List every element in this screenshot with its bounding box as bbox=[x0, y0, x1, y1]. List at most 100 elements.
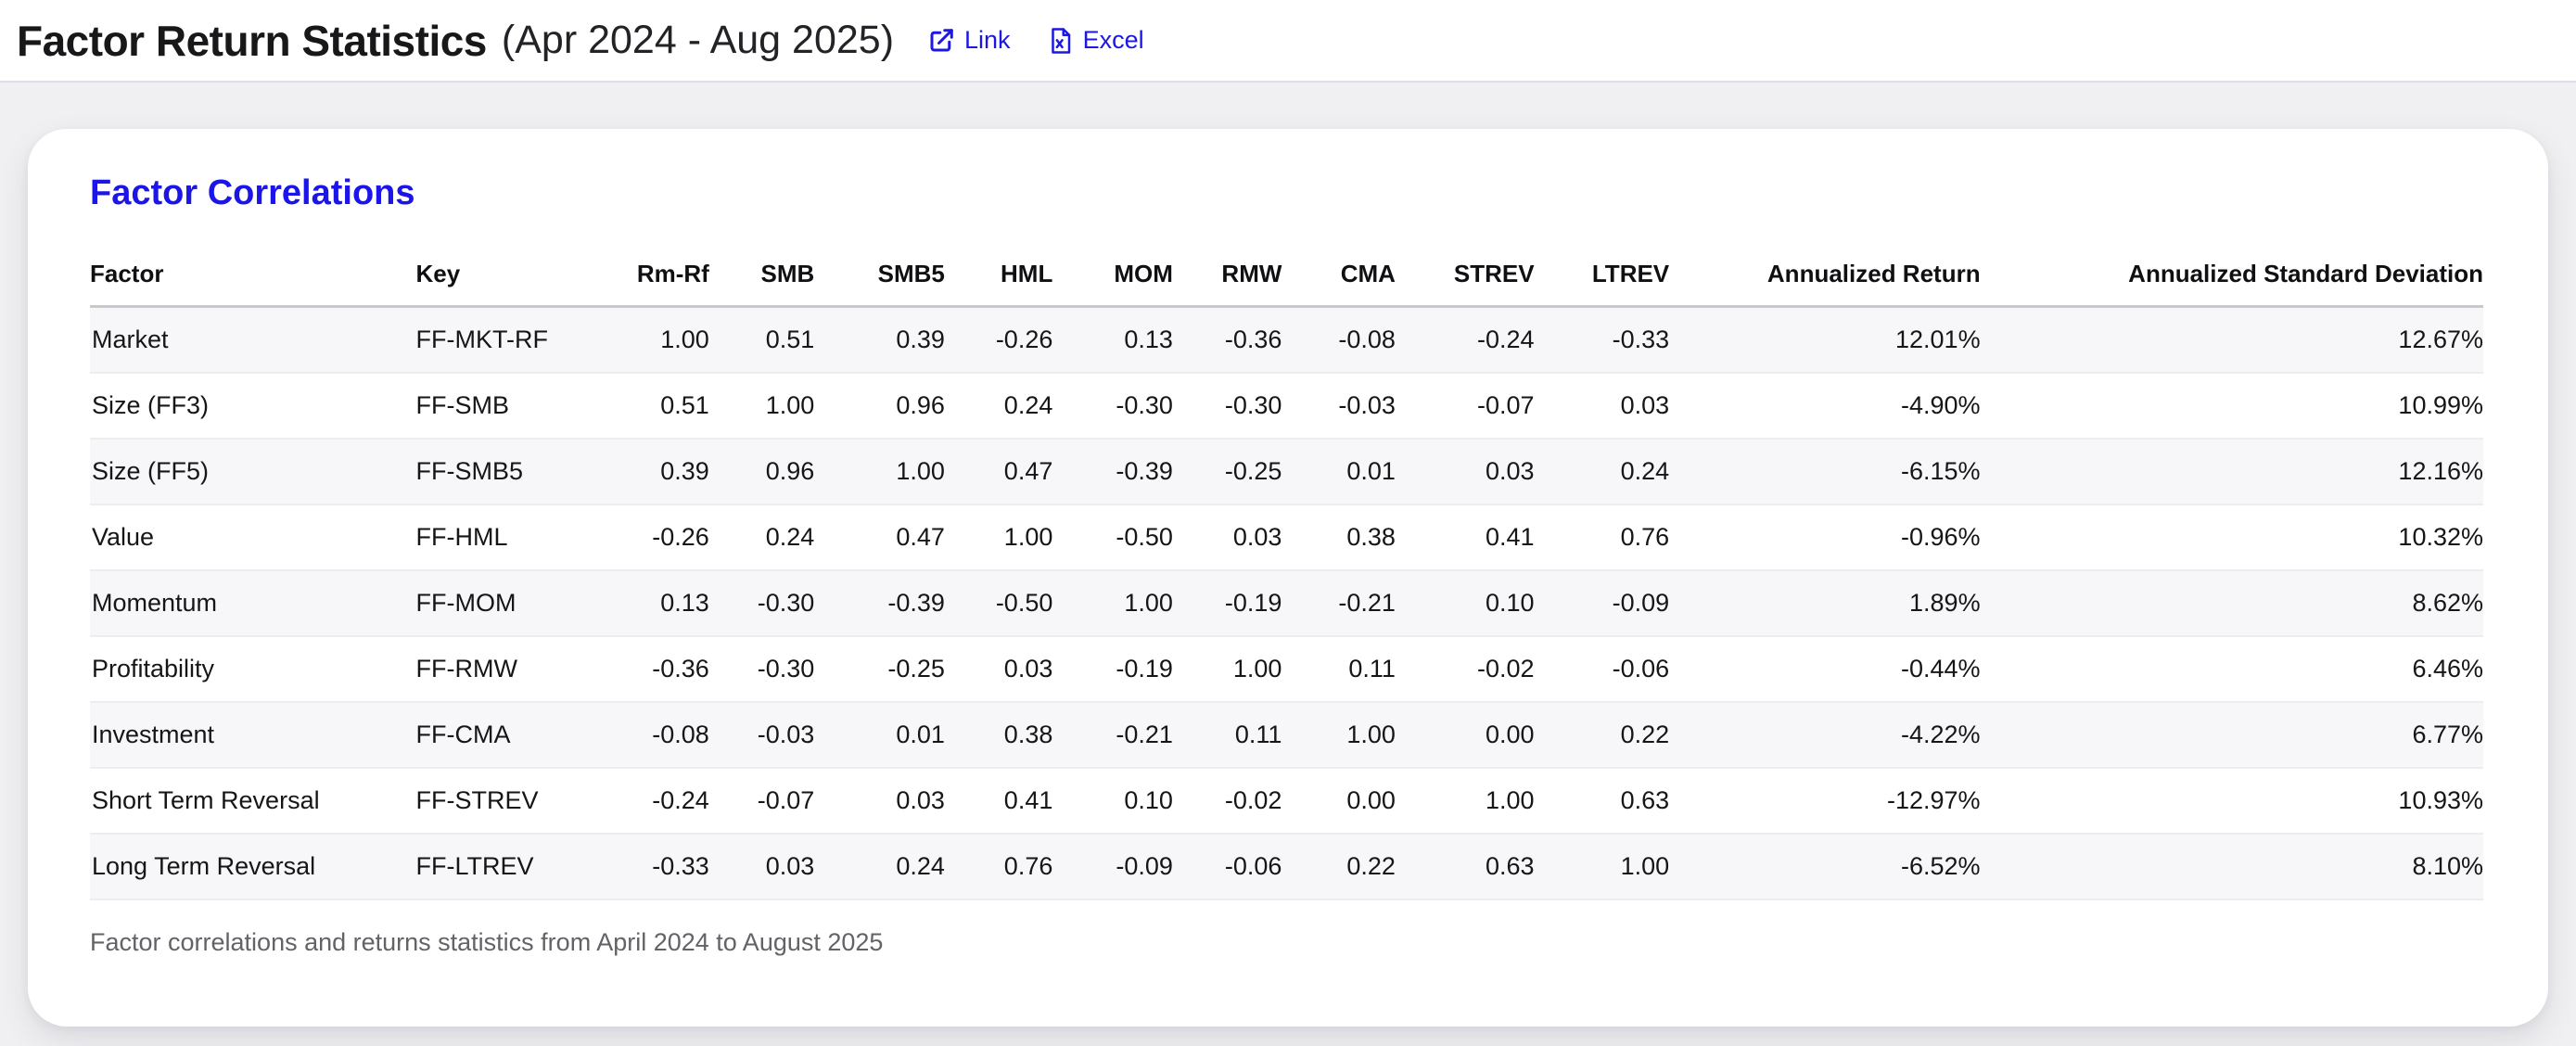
table-row: Investment FF-CMA -0.08 -0.03 0.01 0.38 -0.21 0… bbox=[90, 701, 2483, 769]
title-bar: Factor Return Statistics (Apr 2024 - Aug… bbox=[0, 0, 2576, 83]
value-cell: -6.52% bbox=[1669, 833, 1981, 900]
factor-key-cell: FF-SMB bbox=[415, 372, 603, 440]
column-header-rm-rf: Rm-Rf bbox=[602, 250, 709, 308]
value-cell: -0.02 bbox=[1395, 635, 1535, 703]
column-header-key: Key bbox=[415, 250, 603, 308]
link-button[interactable]: Link bbox=[927, 26, 1011, 55]
value-cell: 12.01% bbox=[1669, 306, 1981, 374]
value-cell: 0.10 bbox=[1052, 767, 1173, 835]
column-header-hml: HML bbox=[944, 250, 1053, 308]
column-header-rmw: RMW bbox=[1172, 250, 1282, 308]
value-cell: 1.00 bbox=[602, 306, 709, 374]
value-cell: 10.99% bbox=[1980, 372, 2483, 440]
value-cell: 0.03 bbox=[944, 635, 1053, 703]
value-cell: 0.03 bbox=[814, 767, 945, 835]
factor-key-cell: FF-CMA bbox=[415, 701, 603, 769]
excel-button-label: Excel bbox=[1082, 26, 1144, 54]
factor-name-cell: Size (FF3) bbox=[90, 372, 416, 440]
factor-key-cell: FF-HML bbox=[415, 504, 603, 571]
value-cell: 0.03 bbox=[1395, 438, 1535, 505]
factor-key-cell: FF-LTREV bbox=[415, 833, 603, 900]
value-cell: 0.13 bbox=[602, 569, 709, 637]
table-row: Size (FF3) FF-SMB 0.51 1.00 0.96 0.24 -0.30 -0.… bbox=[90, 372, 2483, 440]
link-button-label: Link bbox=[964, 26, 1011, 54]
column-header-annualized-standard-deviation: Annualized Standard Deviation bbox=[1980, 250, 2483, 308]
factor-key-cell: FF-STREV bbox=[415, 767, 603, 835]
value-cell: -0.36 bbox=[1172, 306, 1282, 374]
value-cell: -0.07 bbox=[708, 767, 815, 835]
value-cell: 0.24 bbox=[708, 504, 815, 571]
factor-key-cell: FF-MKT-RF bbox=[415, 306, 603, 374]
value-cell: 0.51 bbox=[708, 306, 815, 374]
value-cell: -0.24 bbox=[602, 767, 709, 835]
factor-name-cell: Size (FF5) bbox=[90, 438, 416, 505]
factor-key-cell: FF-RMW bbox=[415, 635, 603, 703]
factor-name-cell: Investment bbox=[90, 701, 416, 769]
table-row: Size (FF5) FF-SMB5 0.39 0.96 1.00 0.47 -0.39 -0… bbox=[90, 438, 2483, 505]
factor-name-cell: Long Term Reversal bbox=[90, 833, 416, 900]
column-header-factor: Factor bbox=[90, 250, 416, 308]
value-cell: 0.24 bbox=[814, 833, 945, 900]
page-title: Factor Return Statistics bbox=[17, 16, 487, 65]
value-cell: -0.25 bbox=[814, 635, 945, 703]
value-cell: -0.50 bbox=[1052, 504, 1173, 571]
value-cell: 0.51 bbox=[602, 372, 709, 440]
value-cell: -0.33 bbox=[1534, 306, 1670, 374]
value-cell: 6.46% bbox=[1980, 635, 2483, 703]
value-cell: -0.50 bbox=[944, 569, 1053, 637]
value-cell: 0.11 bbox=[1172, 701, 1282, 769]
factor-name-cell: Short Term Reversal bbox=[90, 767, 416, 835]
card-heading-link[interactable]: Factor Correlations bbox=[90, 173, 415, 212]
value-cell: 0.22 bbox=[1534, 701, 1670, 769]
value-cell: -0.30 bbox=[1172, 372, 1282, 440]
value-cell: 0.41 bbox=[1395, 504, 1535, 571]
value-cell: 10.32% bbox=[1980, 504, 2483, 571]
value-cell: -6.15% bbox=[1669, 438, 1981, 505]
value-cell: -0.33 bbox=[602, 833, 709, 900]
value-cell: 0.03 bbox=[708, 833, 815, 900]
factor-key-cell: FF-MOM bbox=[415, 569, 603, 637]
value-cell: 0.76 bbox=[944, 833, 1053, 900]
value-cell: 0.11 bbox=[1282, 635, 1396, 703]
value-cell: -0.09 bbox=[1534, 569, 1670, 637]
title-actions: Link Excel bbox=[927, 26, 1144, 55]
value-cell: 1.00 bbox=[814, 438, 945, 505]
value-cell: -0.21 bbox=[1282, 569, 1396, 637]
column-header-annualized-return: Annualized Return bbox=[1669, 250, 1981, 308]
column-header-strev: STREV bbox=[1395, 250, 1535, 308]
value-cell: -0.96% bbox=[1669, 504, 1981, 571]
table-row: Profitability FF-RMW -0.36 -0.30 -0.25 0.03 -0… bbox=[90, 635, 2483, 703]
value-cell: 0.03 bbox=[1534, 372, 1670, 440]
value-cell: 0.96 bbox=[708, 438, 815, 505]
excel-file-icon bbox=[1046, 27, 1074, 55]
external-link-icon bbox=[927, 27, 955, 55]
table-caption: Factor correlations and returns statisti… bbox=[90, 927, 884, 956]
value-cell: 1.00 bbox=[1172, 635, 1282, 703]
value-cell: -0.08 bbox=[602, 701, 709, 769]
value-cell: 0.63 bbox=[1534, 767, 1670, 835]
value-cell: 0.38 bbox=[1282, 504, 1396, 571]
value-cell: -0.25 bbox=[1172, 438, 1282, 505]
value-cell: -0.26 bbox=[602, 504, 709, 571]
value-cell: 1.89% bbox=[1669, 569, 1981, 637]
excel-export-button[interactable]: Excel bbox=[1046, 26, 1144, 55]
value-cell: 12.16% bbox=[1980, 438, 2483, 505]
value-cell: -12.97% bbox=[1669, 767, 1981, 835]
value-cell: 12.67% bbox=[1980, 306, 2483, 374]
value-cell: -0.06 bbox=[1172, 833, 1282, 900]
value-cell: 8.62% bbox=[1980, 569, 2483, 637]
factor-correlations-card: Factor Correlations Factor Key Rm-Rf SMB SMB… bbox=[28, 129, 2548, 1027]
value-cell: 1.00 bbox=[1395, 767, 1535, 835]
table-row: Market FF-MKT-RF 1.00 0.51 0.39 -0.26 0.13 -0.3… bbox=[90, 306, 2483, 374]
column-header-ltrev: LTREV bbox=[1534, 250, 1670, 308]
value-cell: -0.02 bbox=[1172, 767, 1282, 835]
value-cell: -0.03 bbox=[1282, 372, 1396, 440]
value-cell: 8.10% bbox=[1980, 833, 2483, 900]
value-cell: -4.90% bbox=[1669, 372, 1981, 440]
column-header-smb: SMB bbox=[708, 250, 815, 308]
value-cell: 1.00 bbox=[1282, 701, 1396, 769]
column-header-mom: MOM bbox=[1052, 250, 1173, 308]
value-cell: 0.01 bbox=[1282, 438, 1396, 505]
value-cell: -0.44% bbox=[1669, 635, 1981, 703]
value-cell: -0.36 bbox=[602, 635, 709, 703]
